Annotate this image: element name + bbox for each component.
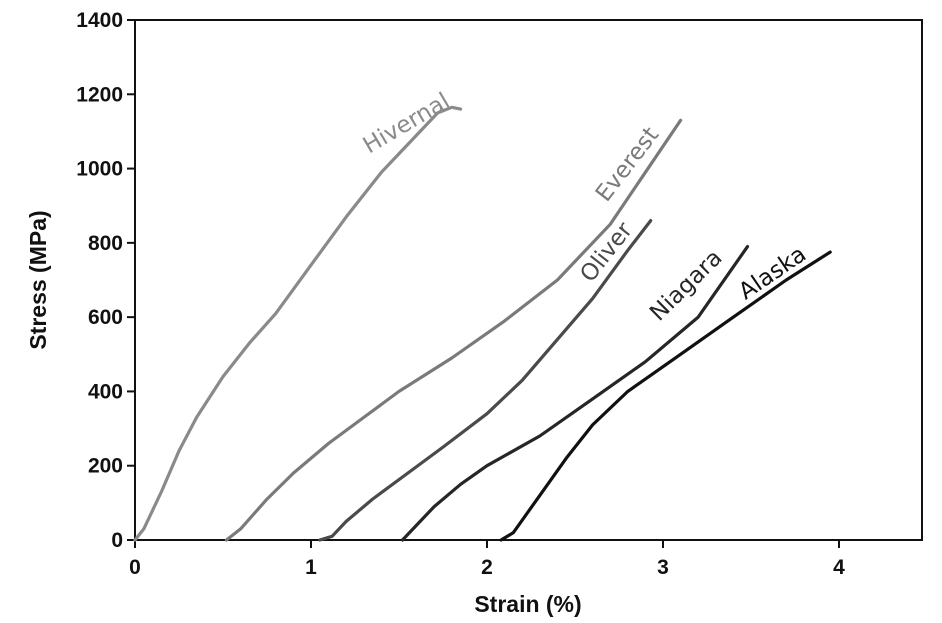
y-tick-label: 800 xyxy=(88,232,123,255)
x-tick-label: 2 xyxy=(481,556,493,579)
y-tick-label: 600 xyxy=(88,306,123,329)
x-tick-label: 4 xyxy=(833,556,845,579)
x-tick-label: 1 xyxy=(305,556,317,579)
x-axis-title: Strain (%) xyxy=(474,591,581,617)
series-lines xyxy=(133,105,832,542)
x-tick-label: 3 xyxy=(657,556,669,579)
y-tick-label: 1400 xyxy=(76,9,123,32)
y-tick-label: 400 xyxy=(88,380,123,403)
series-line-everest xyxy=(224,118,683,542)
x-tick-label: 0 xyxy=(129,556,141,579)
y-axis-title: Stress (MPa) xyxy=(25,210,51,349)
y-tick-label: 1200 xyxy=(76,83,123,106)
x-axis-ticks: 0 1 2 3 4 xyxy=(129,540,845,579)
y-tick-label: 200 xyxy=(88,455,123,478)
y-tick-label: 0 xyxy=(111,529,123,552)
plot-frame xyxy=(134,19,923,541)
series-line-niagara xyxy=(400,245,750,542)
y-axis-ticks: 0 200 400 600 800 1000 1200 1400 xyxy=(76,9,135,552)
series-line-alaska xyxy=(499,250,832,542)
series-line-hivernal xyxy=(133,105,463,542)
y-tick-label: 1000 xyxy=(76,158,123,181)
series-line-oliver xyxy=(318,219,653,542)
